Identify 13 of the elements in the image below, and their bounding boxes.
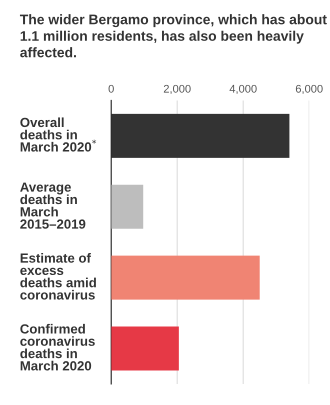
bar bbox=[111, 326, 179, 370]
y-tick-label: Confirmed coronavirus deaths in March 2020 bbox=[20, 324, 95, 370]
bar bbox=[111, 114, 290, 158]
bar bbox=[111, 184, 144, 229]
x-tick-label: 2,000 bbox=[164, 84, 191, 94]
y-tick-label: Overall deaths in March 2020$^{*}$ bbox=[20, 117, 96, 152]
chart-title: The wider Bergamo province, which has about 1.1 million residents, has also been heavily affected. bbox=[20, 14, 327, 58]
y-tick-label: Average deaths in March 2015–2019 bbox=[20, 182, 86, 229]
x-tick-label: 4,000 bbox=[230, 84, 257, 94]
bar bbox=[111, 256, 260, 300]
x-tick-label: 0 bbox=[108, 84, 114, 93]
x-tick-label: 6,000 bbox=[296, 84, 323, 94]
y-tick-label: Estimate of excess deaths amid coronavirus bbox=[20, 253, 96, 300]
